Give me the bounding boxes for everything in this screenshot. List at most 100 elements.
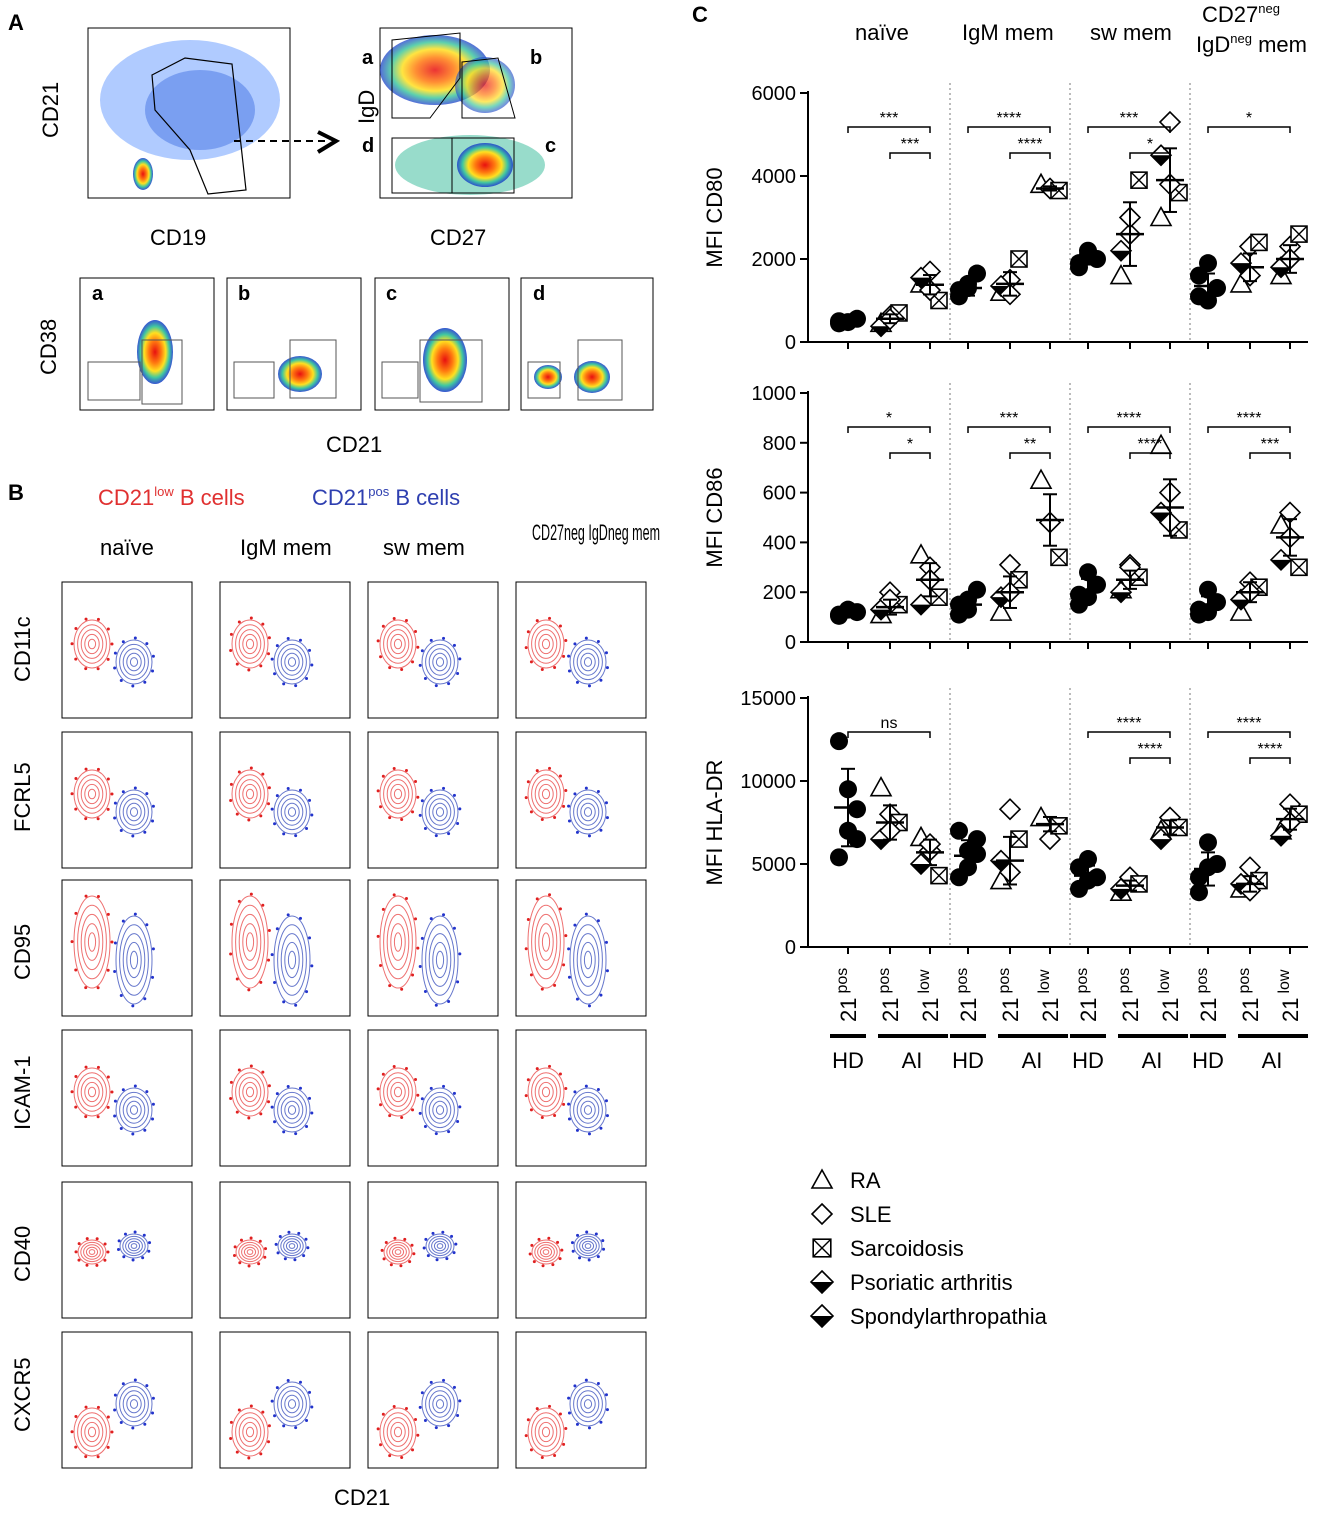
contour-plot [219,1331,351,1469]
dot-red [74,1445,78,1449]
contour-blue [583,657,593,667]
dot-blue [570,1241,574,1245]
contour-red [393,638,403,650]
contour-blue [580,1100,596,1120]
contour-red [534,629,558,659]
tick-sup: pos [1116,968,1133,994]
dot-blue [113,1099,117,1103]
contour-red [527,895,565,989]
tick-sup: low [1156,969,1173,993]
contour-blue [573,1091,603,1129]
contour-plot [219,731,351,869]
dot-blue [418,813,422,817]
dot-blue [293,1258,297,1262]
dot-red [235,977,239,981]
contour-red [73,619,111,669]
contour-blue [432,1100,448,1120]
dot-blue [145,792,149,796]
dot-red [526,917,530,921]
dot-red [392,893,396,897]
contour-blue [421,789,459,835]
dot-red [84,1455,88,1459]
point-hd [1070,858,1088,877]
dot-red [381,907,385,911]
dot-red [259,1112,263,1116]
contour-blue [580,941,596,979]
dot-red [392,1404,396,1408]
contour-blue [576,798,600,826]
dot-blue [429,917,433,921]
dot-blue [113,941,117,945]
contour-blue [425,924,455,996]
contour-plot [61,879,193,1017]
contour-red [245,1426,255,1438]
contour-red [541,1426,551,1438]
dot-red [535,619,539,623]
tick-sup: pos [954,968,971,994]
dot-blue [286,1084,290,1088]
dot-blue [131,834,135,838]
row-label: CXCR5 [10,1357,35,1432]
dot-red [535,1067,539,1071]
ylabel-igd: IgD [354,90,379,124]
dot-blue [587,834,591,838]
dot-blue [273,672,277,676]
dot-red [547,1236,551,1240]
dot-blue [605,1114,609,1118]
dot-red [400,818,404,822]
dot-blue [420,799,424,803]
dot-blue [113,1393,117,1397]
point-hd [1199,254,1217,273]
density-core [145,70,255,150]
point-psa-fill [1271,267,1291,278]
dot-blue [601,1239,605,1243]
dot-blue [605,816,609,820]
dot-red [411,1448,415,1452]
dot-red [110,1430,114,1434]
dot-blue [599,1420,603,1424]
point-sarc-cross [812,1238,832,1258]
point-hd [848,800,866,819]
contour-red [235,904,265,980]
y-tick-label: 5000 [752,854,797,876]
dot-red [556,1240,560,1244]
contour-red [242,633,258,655]
dot-blue [275,1092,279,1096]
contour-red [391,1246,405,1258]
dot-red [229,1436,233,1440]
dot-blue [587,1258,591,1262]
dot-blue [604,801,608,805]
dot-red [247,1264,251,1268]
dot-red [564,789,568,793]
dot-blue [445,1257,449,1261]
dot-blue [151,1396,155,1400]
dot-blue [143,1422,147,1426]
contour-blue [122,1096,146,1124]
dot-blue [599,1126,603,1130]
dot-red [96,767,100,771]
dot-blue [305,826,309,830]
dot-blue [587,1004,591,1008]
contour-blue [435,657,445,667]
dot-blue [599,828,603,832]
contour-red [73,895,111,989]
contour-red [527,769,565,819]
contour-red [527,1407,565,1457]
point-hd [830,848,848,867]
dot-blue [275,794,279,798]
y-tick-label: 4000 [752,166,797,188]
tick-main: 21 [878,998,903,1022]
point-psa-fill [1151,512,1171,523]
row-label: FCRL5 [10,762,35,832]
dot-blue [121,1382,125,1386]
dot-red [382,1257,386,1261]
contour-blue [573,924,603,996]
dot-blue [113,801,117,805]
dot-blue [298,916,302,920]
contour-blue [129,807,139,817]
dot-blue [123,1232,127,1236]
dot-blue [575,680,579,684]
contour-blue [576,1390,600,1418]
dot-blue [297,1231,301,1235]
contour-red [88,1249,96,1255]
